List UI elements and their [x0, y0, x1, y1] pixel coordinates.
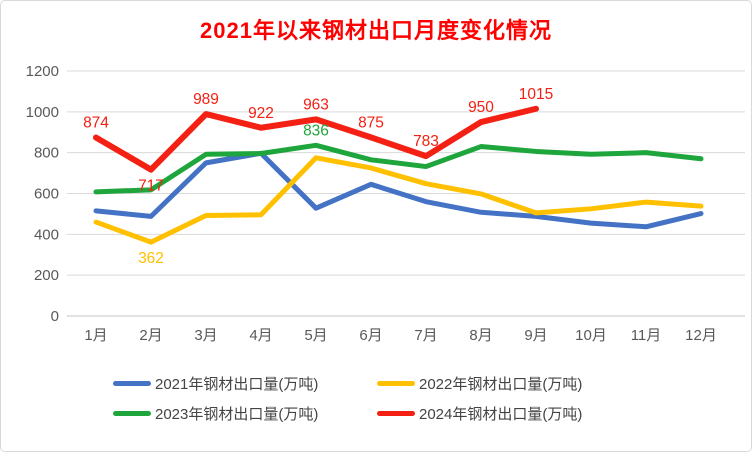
- x-axis-tick-label: 6月: [359, 327, 382, 344]
- legend-swatch-icon: [377, 381, 415, 386]
- data-label: 717: [138, 178, 164, 195]
- legend-swatch-icon: [377, 411, 415, 416]
- legend-swatch-icon: [113, 381, 151, 386]
- data-label: 963: [303, 96, 329, 113]
- x-axis-tick-label: 10月: [575, 327, 607, 344]
- chart-legend: 2021年钢材出口量(万吨) 2022年钢材出口量(万吨) 2023年钢材出口量(万…: [1, 373, 751, 424]
- data-label: 783: [413, 133, 439, 150]
- x-axis-tick-label: 7月: [414, 327, 437, 344]
- x-axis-tick-label: 12月: [685, 327, 717, 344]
- legend-label: 2023年钢材出口量(万吨): [155, 406, 319, 423]
- y-axis-tick-label: 800: [34, 145, 59, 162]
- series-line-2021年[interactable]: [93, 150, 704, 230]
- y-axis-tick-label: 1200: [26, 63, 59, 80]
- data-label: 922: [248, 105, 274, 122]
- data-label: 875: [358, 114, 384, 131]
- x-axis-tick-label: 4月: [249, 327, 272, 344]
- chart-title[interactable]: 2021年以来钢材出口月度变化情况: [200, 18, 552, 43]
- legend-item-2021年[interactable]: 2021年钢材出口量(万吨): [113, 373, 375, 394]
- line-chart-plot-area: 0 200 400 600 800 1000 1200 1月 2月 3月 4月 5月 6月 7月 8月 9月 1…: [26, 63, 745, 344]
- y-axis-tick-label: 0: [51, 308, 59, 325]
- y-axis-tick-label: 1000: [26, 104, 59, 121]
- series-line-2022年[interactable]: [93, 155, 704, 245]
- data-label: 1015: [519, 86, 553, 103]
- x-axis-tick-label: 8月: [469, 327, 492, 344]
- data-label: 874: [83, 115, 109, 132]
- legend-label: 2022年钢材出口量(万吨): [419, 376, 583, 393]
- legend-swatch-icon: [113, 411, 151, 416]
- x-axis-tick-label: 2月: [139, 327, 162, 344]
- y-axis-tick-label: 200: [34, 267, 59, 284]
- data-label: 989: [193, 91, 219, 108]
- series-line-2024年[interactable]: [93, 105, 539, 173]
- data-label: 362: [138, 250, 164, 267]
- legend-label: 2024年钢材出口量(万吨): [419, 406, 583, 423]
- x-axis-tick-label: 11月: [631, 327, 662, 344]
- data-label: 950: [468, 99, 494, 116]
- legend-item-2024年[interactable]: 2024年钢材出口量(万吨): [377, 403, 639, 424]
- x-axis-tick-label: 5月: [304, 327, 327, 344]
- y-axis-tick-label: 600: [34, 186, 59, 203]
- y-axis-tick-label: 400: [34, 226, 59, 243]
- x-axis-tick-label: 3月: [194, 327, 217, 344]
- data-label: 836: [303, 122, 329, 139]
- legend-label: 2021年钢材出口量(万吨): [155, 376, 319, 393]
- x-axis-tick-label: 1月: [84, 327, 107, 344]
- x-axis-tick-label: 9月: [524, 327, 547, 344]
- legend-item-2022年[interactable]: 2022年钢材出口量(万吨): [377, 373, 639, 394]
- legend-item-2023年[interactable]: 2023年钢材出口量(万吨): [113, 403, 375, 424]
- series-line-2023年[interactable]: [93, 142, 704, 195]
